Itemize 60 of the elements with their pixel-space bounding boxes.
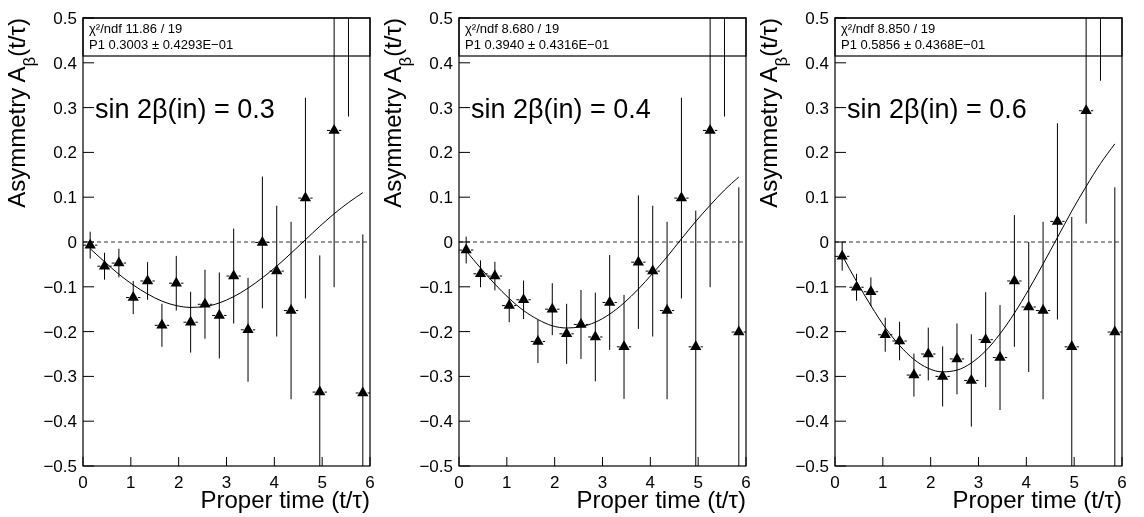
y-tick-label: −0.4 (795, 412, 829, 432)
x-tick-label: 6 (1117, 473, 1127, 492)
x-tick-label: 6 (365, 473, 375, 492)
y-tick-label: 0.3 (53, 98, 77, 118)
y-tick-label: −0.2 (43, 322, 77, 342)
x-tick-label: 4 (1021, 473, 1032, 492)
y-tick-label: −0.1 (43, 277, 77, 297)
annotation: sin 2β(in) = 0.6 (847, 93, 1027, 124)
x-tick-label: 2 (925, 473, 936, 492)
x-tick-label: 1 (502, 473, 512, 492)
annotation: P1 0.3003 ± 0.4293E−01 (89, 37, 234, 52)
annotation: sin 2β(in) = 0.3 (95, 93, 275, 124)
x-tick-label: 2 (173, 473, 184, 492)
x-tick-label: 5 (1069, 473, 1079, 492)
y-tick-label: −0.4 (43, 412, 77, 432)
y-tick-label: 0.2 (53, 143, 77, 163)
y-tick-label: −0.3 (795, 367, 829, 387)
y-tick-label: −0.2 (419, 322, 453, 342)
y-tick-label: 0 (819, 232, 829, 252)
y-tick-label: −0.5 (419, 456, 453, 476)
y-tick-label: −0.3 (43, 367, 77, 387)
x-tick-label: 3 (973, 473, 984, 492)
y-tick-label: 0.4 (429, 53, 453, 73)
y-tick-label: 0 (443, 232, 453, 252)
x-tick-label: 1 (126, 473, 136, 492)
y-tick-label: −0.3 (419, 367, 453, 387)
y-tick-label: 0.1 (429, 188, 453, 208)
x-tick-label: 4 (269, 473, 280, 492)
y-tick-label: −0.5 (43, 456, 77, 476)
annotation: χ²/ndf 8.850 / 19 (841, 21, 936, 36)
annotation: P1 0.3940 ± 0.4316E−01 (465, 37, 610, 52)
annotation: χ²/ndf 8.680 / 19 (465, 21, 560, 36)
x-tick-label: 1 (878, 473, 888, 492)
x-tick-label: 3 (221, 473, 232, 492)
y-tick-label: 0.5 (805, 8, 829, 28)
y-tick-label: 0.1 (53, 188, 77, 208)
y-tick-label: −0.1 (795, 277, 829, 297)
y-tick-label: 0.5 (53, 8, 77, 28)
annotation: χ²/ndf 11.86 / 19 (89, 21, 183, 36)
y-tick-label: 0.3 (805, 98, 829, 118)
y-tick-label: −0.4 (419, 412, 453, 432)
y-tick-label: −0.5 (795, 456, 829, 476)
y-tick-label: 0.2 (805, 143, 829, 163)
y-tick-label: 0.5 (429, 8, 453, 28)
y-tick-label: 0.1 (805, 188, 829, 208)
x-tick-label: 2 (549, 473, 560, 492)
x-tick-label: 6 (741, 473, 751, 492)
y-tick-label: −0.2 (795, 322, 829, 342)
x-tick-label: 5 (693, 473, 703, 492)
x-tick-label: 3 (597, 473, 608, 492)
annotation: P1 0.5856 ± 0.4368E−01 (841, 37, 986, 52)
y-tick-label: −0.1 (419, 277, 453, 297)
y-tick-label: 0 (67, 232, 77, 252)
y-tick-label: 0.2 (429, 143, 453, 163)
x-tick-label: 5 (317, 473, 327, 492)
y-tick-label: 0.4 (805, 53, 829, 73)
y-tick-label: 0.4 (53, 53, 77, 73)
y-tick-label: 0.3 (429, 98, 453, 118)
x-tick-label: 4 (645, 473, 656, 492)
annotation: sin 2β(in) = 0.4 (471, 93, 651, 124)
